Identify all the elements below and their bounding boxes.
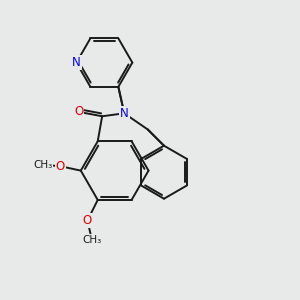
Text: O: O bbox=[74, 105, 83, 118]
Text: N: N bbox=[120, 107, 129, 120]
Text: N: N bbox=[72, 56, 81, 69]
Text: CH₃: CH₃ bbox=[33, 160, 52, 170]
Text: O: O bbox=[56, 160, 65, 173]
Text: CH₃: CH₃ bbox=[82, 235, 101, 245]
Text: O: O bbox=[83, 214, 92, 227]
